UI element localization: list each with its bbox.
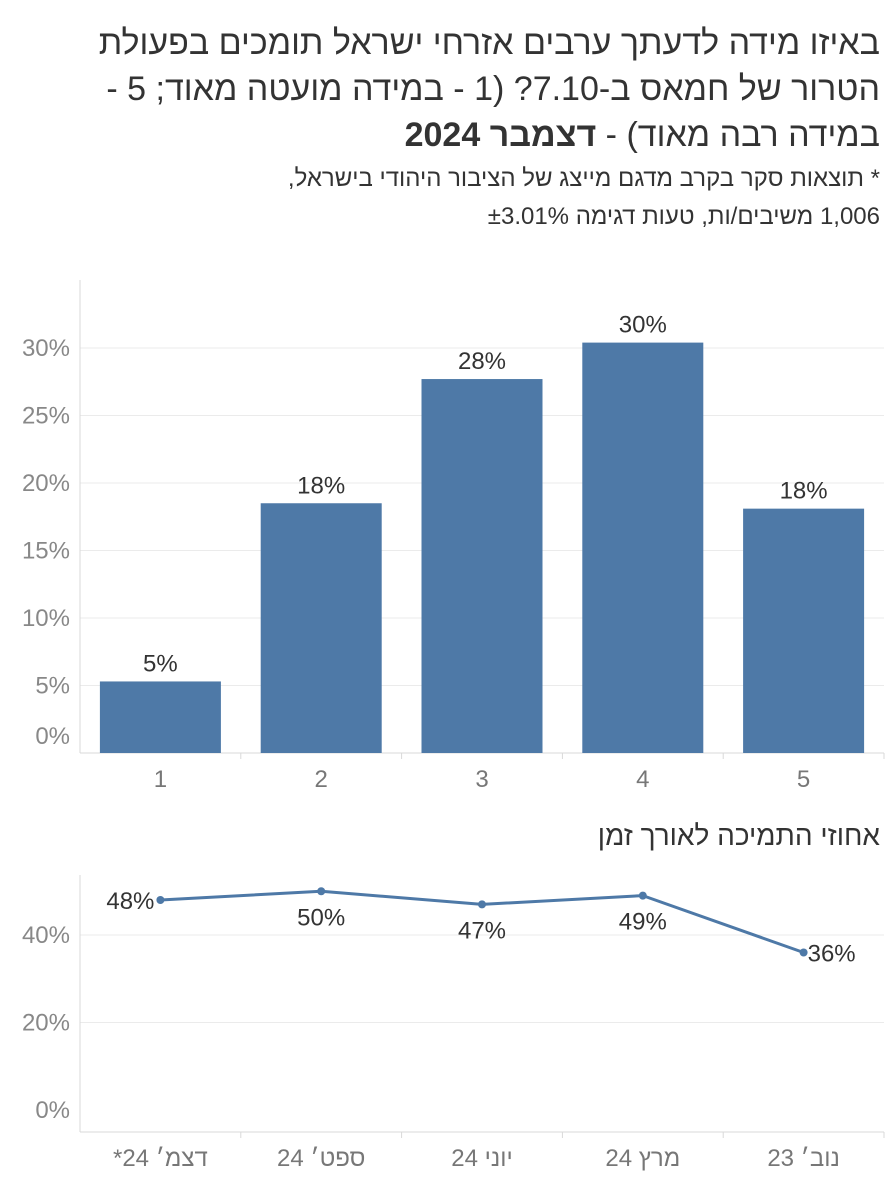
survey-note-line-1: * תוצאות סקר בקרב מדגם מייצג של הציבור ה…: [287, 165, 880, 192]
chart-title: באיזו מידה לדעתך ערבים אזרחי ישראל תומכי…: [10, 20, 880, 158]
x-tick-label: 3: [475, 766, 488, 793]
y-tick-label: 25%: [22, 403, 70, 430]
x-tick-label: 2: [315, 766, 328, 793]
bar: [421, 379, 543, 753]
chart-title-period: דצמבר 2024: [404, 116, 597, 154]
x-tick-label: ספט׳ 24: [277, 1145, 365, 1172]
bar-data-label: 18%: [780, 478, 828, 505]
x-tick-label: 4: [636, 766, 649, 793]
bar-data-label: 18%: [297, 472, 345, 499]
y-tick-label: 10%: [22, 605, 70, 632]
survey-note: * תוצאות סקר בקרב מדגם מייצג של הציבור ה…: [10, 160, 880, 236]
bar-data-label: 5%: [143, 650, 178, 677]
bar: [260, 503, 382, 753]
point-data-label: 50%: [297, 904, 345, 931]
x-tick-label: מרץ 24: [605, 1145, 680, 1172]
bar: [743, 508, 865, 753]
survey-note-line-2: 1,006 משיבים/ות, טעות דגימה ±3.01%: [487, 203, 880, 230]
x-tick-label: דצמ׳ 24*: [113, 1145, 208, 1172]
y-tick-label: 20%: [22, 1010, 70, 1037]
x-tick-label: נוב׳ 23: [767, 1145, 840, 1172]
chart-title-main: באיזו מידה לדעתך ערבים אזרחי ישראל תומכי…: [98, 24, 880, 154]
point-data-label: 47%: [458, 917, 506, 944]
trend-chart-title: אחוזי התמיכה לאורך זמן: [597, 820, 880, 851]
point-data-label: 36%: [808, 941, 856, 968]
y-tick-label: 15%: [22, 538, 70, 565]
y-tick-label: 40%: [22, 922, 70, 949]
data-point: [156, 896, 165, 904]
point-data-label: 49%: [619, 909, 667, 936]
y-tick-label: 20%: [22, 470, 70, 497]
bar-data-label: 28%: [458, 348, 506, 375]
data-point: [799, 948, 808, 957]
data-point: [317, 887, 326, 896]
bar: [99, 681, 221, 753]
y-tick-label: 30%: [22, 335, 70, 362]
x-tick-label: 1: [154, 766, 167, 793]
y-tick-label: 0%: [35, 723, 70, 750]
data-point: [638, 891, 647, 900]
y-tick-label: 5%: [35, 673, 70, 700]
data-point: [478, 900, 486, 909]
y-tick-label: 0%: [35, 1097, 70, 1124]
chart-header: באיזו מידה לדעתך ערבים אזרחי ישראל תומכי…: [10, 20, 880, 236]
point-data-label: 48%: [106, 888, 154, 915]
x-tick-label: 5: [797, 766, 810, 793]
x-tick-label: יוני 24: [451, 1145, 512, 1172]
bar-chart: 0% 5% 10% 15% 20% 25% 30% 5% 1 18% 2 28% 3 30% 4 18% 5: [22, 280, 885, 793]
bar-data-label: 30%: [619, 312, 667, 339]
bar: [582, 342, 704, 753]
